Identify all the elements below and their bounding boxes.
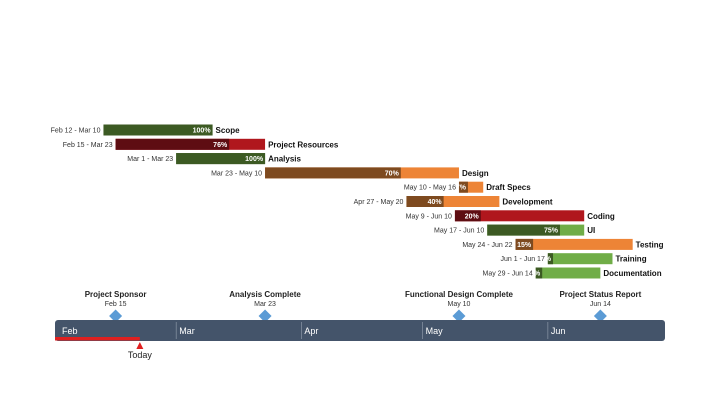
today-marker: Today <box>55 337 152 360</box>
task-percent-label: 100% <box>245 156 264 163</box>
task-progress-bar <box>406 196 444 207</box>
task-percent-label: 70% <box>385 170 400 177</box>
task-name-label: Draft Specs <box>486 183 531 192</box>
task-row: 100% Mar 1 - Mar 23 Analysis <box>127 153 302 165</box>
task-date-label: Apr 27 - May 20 <box>354 199 404 206</box>
task-row: 40% Apr 27 - May 20 Development <box>354 196 553 207</box>
task-row: 75% May 17 - Jun 10 UI <box>434 224 595 236</box>
task-percent-label: 40% <box>428 199 443 206</box>
milestone-name-label: Analysis Complete <box>229 290 301 299</box>
today-progress-line <box>55 337 140 341</box>
task-percent-label: 20% <box>465 213 480 220</box>
milestone-date-label: May 10 <box>447 301 470 308</box>
task-progress-bar <box>103 124 213 136</box>
today-triangle-icon <box>136 342 144 349</box>
month-label: Mar <box>179 326 195 336</box>
task-bar <box>535 267 601 279</box>
milestone-diamond-icon <box>593 309 607 323</box>
task-date-label: Mar 23 - May 10 <box>211 170 262 177</box>
months-layer: Feb Mar Apr May Jun <box>62 322 565 339</box>
task-name-label: Analysis <box>268 155 301 164</box>
task-row: 15% May 24 - Jun 22 Testing <box>462 238 664 250</box>
task-name-label: Scope <box>216 126 241 135</box>
month-label: Feb <box>62 326 78 336</box>
task-percent-label: 37% <box>452 185 467 192</box>
month-label: Jun <box>551 326 566 336</box>
task-row: 37%May 10 - May 16 Draft Specs <box>404 181 531 193</box>
task-percent-label: 10% <box>526 271 541 278</box>
task-name-label: Testing <box>636 240 664 249</box>
task-row: 76% Feb 15 - Mar 23 Project Resources <box>63 138 339 150</box>
month-label: Apr <box>304 326 318 336</box>
task-percent-label: 75% <box>544 228 559 235</box>
month-marker: May <box>422 322 444 339</box>
task-row: 8%Jun 1 - Jun 17 Training <box>500 253 647 265</box>
task-date-label: May 9 - Jun 10 <box>406 213 452 220</box>
task-progress-bar <box>265 167 401 179</box>
milestone: Functional Design Complete May 10 <box>405 290 514 323</box>
task-row: 10%May 29 - Jun 14 Documentation <box>483 267 662 279</box>
month-marker: Apr <box>301 322 318 339</box>
task-bar <box>547 253 613 265</box>
milestone-date-label: Feb 15 <box>105 301 127 308</box>
timeline-layer <box>55 320 665 341</box>
task-date-label: May 17 - Jun 10 <box>434 228 484 235</box>
task-progress-bar <box>515 238 534 250</box>
month-marker: Mar <box>175 322 195 339</box>
milestone-date-label: Jun 14 <box>590 301 611 308</box>
task-progress-bar <box>547 253 554 265</box>
task-name-label: Design <box>462 169 489 178</box>
timeline-band <box>55 320 665 341</box>
task-date-label: May 29 - Jun 14 <box>483 271 533 278</box>
task-bar <box>515 238 633 250</box>
task-name-label: Coding <box>587 212 615 221</box>
milestone: Project Sponsor Feb 15 <box>85 290 147 323</box>
task-percent-label: 8% <box>541 256 552 263</box>
task-date-label: Jun 1 - Jun 17 <box>500 256 544 263</box>
task-progress-bar <box>535 267 543 279</box>
milestone-name-label: Project Status Report <box>559 290 641 299</box>
task-date-label: May 10 - May 16 <box>404 185 456 192</box>
milestone-diamond-icon <box>258 309 272 323</box>
task-progress-bar <box>454 210 481 222</box>
task-name-label: Documentation <box>603 269 661 278</box>
month-marker: Jun <box>547 322 566 339</box>
task-progress-bar <box>176 153 266 165</box>
milestone-diamond-icon <box>109 309 123 323</box>
milestone-name-label: Functional Design Complete <box>405 290 514 299</box>
task-date-label: May 24 - Jun 22 <box>462 242 512 249</box>
milestone-date-label: Mar 23 <box>254 301 276 308</box>
task-name-label: Project Resources <box>268 140 339 149</box>
task-progress-bar <box>487 224 560 236</box>
milestone: Project Status Report Jun 14 <box>559 290 642 323</box>
tasks-layer: 100% Feb 12 - Mar 10 Scope 76% Feb 15 - Mar … <box>51 124 664 279</box>
milestones-layer: Project Sponsor Feb 15 Analysis Complete Ma… <box>85 290 642 323</box>
task-percent-label: 76% <box>213 142 228 149</box>
task-bar <box>458 181 484 193</box>
task-name-label: Training <box>615 255 646 264</box>
milestone: Analysis Complete Mar 23 <box>229 290 301 323</box>
month-label: May <box>426 326 444 336</box>
today-label: Today <box>128 350 153 360</box>
task-progress-bar <box>115 138 230 150</box>
task-bar <box>406 196 500 207</box>
task-row: 20% May 9 - Jun 10 Coding <box>406 210 615 222</box>
task-name-label: Development <box>502 198 553 207</box>
task-bar <box>454 210 585 222</box>
task-row: 70% Mar 23 - May 10 Design <box>211 167 489 179</box>
task-name-label: UI <box>587 226 595 235</box>
task-percent-label: 15% <box>517 242 532 249</box>
milestone-diamond-icon <box>452 309 466 323</box>
month-marker: Feb <box>62 326 78 336</box>
task-percent-label: 100% <box>193 128 212 135</box>
today-layer: Today <box>55 337 152 360</box>
task-row: 100% Feb 12 - Mar 10 Scope <box>51 124 241 136</box>
task-progress-bar <box>458 181 468 193</box>
task-date-label: Feb 15 - Mar 23 <box>63 142 113 149</box>
task-date-label: Mar 1 - Mar 23 <box>127 156 173 163</box>
task-date-label: Feb 12 - Mar 10 <box>51 128 101 135</box>
milestone-name-label: Project Sponsor <box>85 290 147 299</box>
